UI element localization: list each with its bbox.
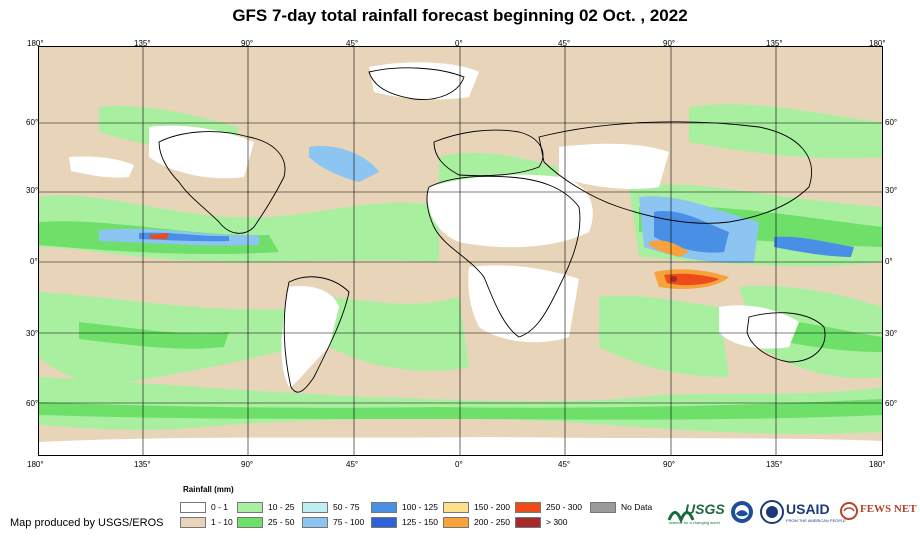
europe-outline xyxy=(433,129,544,177)
africa-outline xyxy=(426,175,581,338)
usgs-tagline: science for a changing world xyxy=(669,520,720,525)
lat-tick-left: 60° xyxy=(26,399,39,408)
lon-tick-bottom: 135° xyxy=(766,460,783,469)
south-america-outline xyxy=(283,276,350,393)
legend-label: 75 - 100 xyxy=(333,517,365,527)
legend-label: 150 - 200 xyxy=(474,502,510,512)
fews-net-logo: FEWS NET xyxy=(840,500,917,528)
legend-label: 10 - 25 xyxy=(268,502,295,512)
lat-tick-left: 30° xyxy=(26,329,39,338)
lon-tick-bottom: 0° xyxy=(455,460,463,469)
lon-tick-top: 90° xyxy=(663,39,676,48)
legend-label: 125 - 150 xyxy=(402,517,438,527)
lat-tick-left: 60° xyxy=(26,118,39,127)
lat-tick-right: 30° xyxy=(885,329,898,338)
lon-tick-bottom: 45° xyxy=(346,460,359,469)
greenland-outline xyxy=(368,67,465,100)
lon-tick-top: 90° xyxy=(241,39,254,48)
legend-label: 200 - 250 xyxy=(474,517,510,527)
lat-tick-left: 0° xyxy=(30,257,38,266)
legend-title: Rainfall (mm) xyxy=(183,485,234,494)
legend-label: 100 - 125 xyxy=(402,502,438,512)
map-title: GFS 7-day total rainfall forecast beginn… xyxy=(232,6,688,25)
legend-swatch xyxy=(237,502,263,513)
usgs-wordmark: USGS xyxy=(685,501,725,517)
legend-label: 250 - 300 xyxy=(546,502,582,512)
lat-tick-right: 0° xyxy=(885,257,893,266)
usaid-wordmark: USAID xyxy=(786,501,830,517)
rainfall-map-svg xyxy=(39,47,882,455)
legend-label: No Data xyxy=(621,502,653,512)
legend-swatch xyxy=(302,502,328,513)
lon-tick-bottom: 180° xyxy=(27,460,44,469)
australia-outline xyxy=(746,312,826,363)
lon-tick-top: 0° xyxy=(455,39,463,48)
lat-tick-right: 60° xyxy=(885,399,898,408)
noaa-logo xyxy=(730,500,754,524)
asia-outline xyxy=(538,121,812,224)
legend-label: 0 - 1 xyxy=(211,502,229,512)
lon-tick-top: 45° xyxy=(346,39,359,48)
usaid-logo: USAID FROM THE AMERICAN PEOPLE xyxy=(786,500,846,526)
lon-tick-bottom: 135° xyxy=(134,460,151,469)
lon-tick-bottom: 180° xyxy=(869,460,886,469)
legend-swatch xyxy=(443,517,469,528)
lat-tick-right: 60° xyxy=(885,118,898,127)
lon-tick-top: 135° xyxy=(134,39,151,48)
legend-swatch xyxy=(180,517,206,528)
legend-swatch xyxy=(590,502,616,513)
usaid-tagline: FROM THE AMERICAN PEOPLE xyxy=(786,518,846,523)
lat-tick-right: 30° xyxy=(885,186,898,195)
legend-swatch xyxy=(302,517,328,528)
seal-icon xyxy=(760,500,784,524)
legend-label: 1 - 10 xyxy=(211,517,233,527)
lon-tick-top: 180° xyxy=(27,39,44,48)
fews-wordmark: FEWS NET xyxy=(860,503,917,515)
lon-tick-bottom: 45° xyxy=(558,460,571,469)
lat-tick-left: 30° xyxy=(26,186,39,195)
map-credit: Map produced by USGS/EROS xyxy=(10,517,164,529)
legend-label: > 300 xyxy=(546,517,568,527)
lon-tick-top: 180° xyxy=(869,39,886,48)
legend-swatch xyxy=(371,517,397,528)
legend-swatch xyxy=(515,517,541,528)
usgs-wave-icon xyxy=(667,511,695,525)
rainfall-map xyxy=(38,46,883,456)
legend-swatch xyxy=(371,502,397,513)
lon-tick-top: 135° xyxy=(766,39,783,48)
rain-zone-200-300 xyxy=(149,233,729,289)
legend-label: 25 - 50 xyxy=(268,517,295,527)
legend-swatch xyxy=(237,517,263,528)
usgs-logo: USGS science for a changing world xyxy=(667,500,727,528)
legend-swatch xyxy=(180,502,206,513)
dhs-seal-logo xyxy=(760,500,784,524)
lon-tick-bottom: 90° xyxy=(663,460,676,469)
legend-swatch xyxy=(443,502,469,513)
graticule xyxy=(39,47,882,455)
lon-tick-bottom: 90° xyxy=(241,460,254,469)
legend-label: 50 - 75 xyxy=(333,502,360,512)
country-borders xyxy=(158,67,826,393)
legend-swatch xyxy=(515,502,541,513)
lon-tick-top: 45° xyxy=(558,39,571,48)
noaa-seal-icon xyxy=(731,501,753,523)
fews-globe-icon xyxy=(840,502,858,520)
north-america-outline xyxy=(158,131,286,234)
